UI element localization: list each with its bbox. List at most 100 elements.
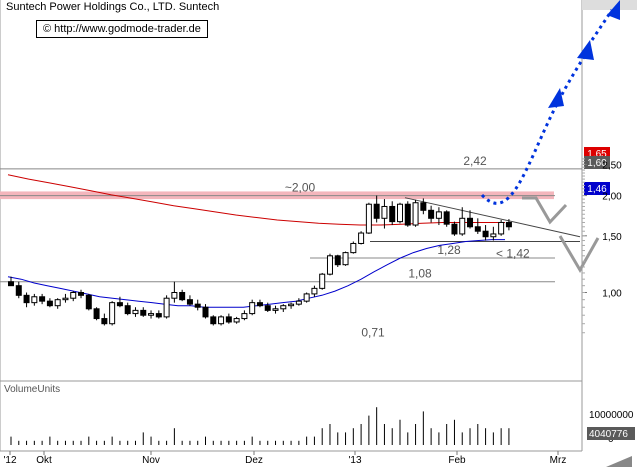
scenario-down-large [558, 235, 600, 274]
candle-body [148, 313, 155, 316]
x-tick-label: Feb [448, 455, 466, 466]
candle-body [202, 306, 209, 318]
level-label-3: 1,08 [408, 267, 432, 281]
candle-body [78, 292, 85, 296]
y-tick-label: 2,50 [602, 160, 622, 171]
price-badge-label: 1,60 [587, 158, 607, 169]
candle-body [70, 292, 77, 299]
candle-body [490, 233, 497, 238]
candle-body [412, 202, 419, 226]
projection-arrowhead [548, 88, 564, 108]
y-tick-label: 2,00 [602, 192, 622, 203]
candle-body [334, 255, 341, 266]
candle-body [451, 223, 458, 235]
price-badge-label: 1,46 [587, 184, 607, 195]
candle-body [365, 203, 372, 234]
candle-body [482, 230, 489, 238]
candle-body [467, 217, 474, 228]
candle-body [23, 294, 30, 304]
candle-body [225, 316, 232, 323]
candle-body [404, 203, 411, 226]
candle-body [241, 313, 248, 320]
candle-body [342, 252, 349, 266]
candle-body [155, 313, 162, 318]
source-url: © http://www.godmode-trader.de [36, 20, 208, 38]
candle-body [179, 292, 186, 301]
x-tick-label: Dez [245, 455, 263, 466]
candle-body [210, 316, 217, 325]
x-tick-label: Okt [36, 455, 52, 466]
candle-body [171, 292, 178, 299]
moving-average-slow [7, 174, 505, 226]
candle-body [249, 302, 256, 315]
projection-arrowhead [577, 40, 594, 60]
volume-label: VolumeUnits [4, 384, 60, 395]
candle-body [54, 299, 61, 307]
candle-body [288, 303, 295, 307]
candle-body [124, 305, 131, 315]
candle-body [39, 296, 46, 302]
trendline-upper [404, 197, 581, 238]
candle-body [93, 308, 100, 320]
candle-body [303, 293, 310, 302]
candle-body [373, 203, 380, 219]
candle-body [233, 318, 240, 323]
candle-body [62, 297, 69, 301]
candle-body [498, 221, 505, 235]
candle-body [389, 205, 396, 223]
candle-body [140, 309, 147, 316]
candle-body [101, 318, 108, 325]
axis-header-block [582, 0, 637, 10]
candle-body [116, 302, 123, 307]
candle-body [15, 285, 22, 296]
volume-tick-high: 10000000 [589, 410, 634, 421]
price-badge-label: 1,65 [587, 149, 607, 160]
candle-body [295, 300, 302, 305]
candle-body [280, 305, 287, 310]
candle-body [474, 226, 481, 232]
y-tick-label: 1,50 [602, 232, 622, 243]
scenario-down-small [522, 196, 568, 225]
candle-body [31, 296, 38, 304]
candle-body [264, 305, 271, 311]
candle-body [443, 211, 450, 225]
y-tick-label: 1,00 [602, 289, 622, 300]
x-tick-label: Nov [142, 455, 160, 466]
support-annotation: < 1,42 [496, 246, 530, 260]
scroll-corner-icon[interactable] [606, 456, 632, 467]
candle-body [358, 232, 365, 244]
projection-arrowhead [607, 0, 620, 20]
level-label-2: 1,28 [437, 243, 461, 257]
candle-body [428, 209, 435, 219]
x-tick-label: Mrz [550, 455, 567, 466]
candle-body [256, 302, 263, 307]
price-badge [584, 182, 610, 195]
price-badge [584, 156, 610, 169]
x-tick-label: '13 [348, 455, 361, 466]
candle-body [397, 203, 403, 223]
candle-body [194, 303, 201, 308]
candle-body [186, 299, 193, 305]
candle-body [132, 309, 139, 315]
level-label-4: 0,71 [361, 325, 385, 339]
x-tick-label: '12 [3, 455, 16, 466]
last-volume-badge [587, 427, 635, 440]
candle-body [85, 294, 92, 310]
candle-body [109, 302, 116, 325]
candle-body [326, 255, 333, 275]
candle-body [8, 281, 14, 287]
candle-body [381, 205, 388, 219]
candle-body [311, 287, 318, 295]
candle-body [218, 316, 225, 325]
candle-body [272, 308, 279, 311]
level-label-0: 2,42 [463, 154, 487, 168]
candle-body [459, 217, 466, 235]
candle-body [435, 211, 442, 219]
level-label-1: ~2,00 [285, 181, 316, 195]
candle-body [319, 273, 326, 289]
last-volume-value: 4040776 [589, 429, 628, 440]
candle-body [46, 300, 53, 307]
candle-body [505, 221, 512, 228]
candle-body [420, 202, 427, 211]
candle-body [163, 297, 170, 318]
